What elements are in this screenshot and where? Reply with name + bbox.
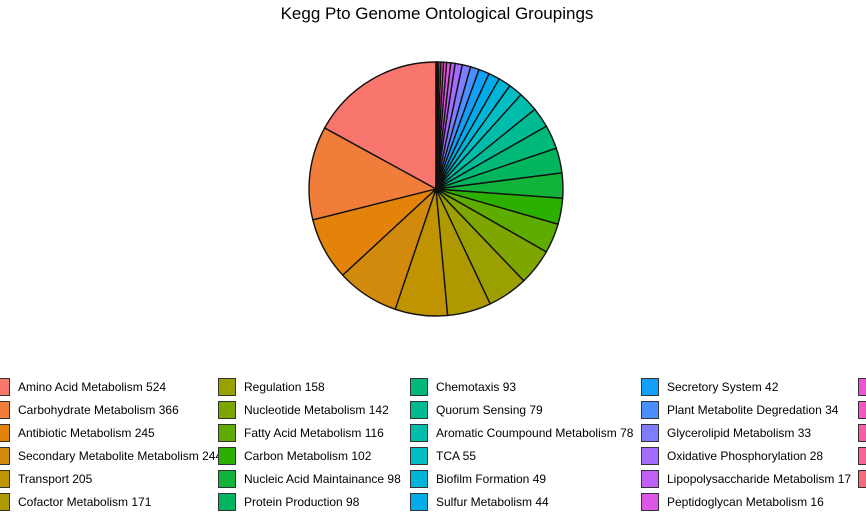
legend-swatch xyxy=(218,493,236,511)
legend-label: Amino Acid Metabolism 524 xyxy=(18,380,167,394)
legend-swatch xyxy=(218,470,236,488)
legend-item: Lipopolysaccharide Metabolism 17 xyxy=(641,468,851,490)
legend-item: Aromatic Coumpound Metabolism 78 xyxy=(410,422,633,444)
legend-item: Amino Acid Metabolism 524 xyxy=(0,376,166,398)
legend-swatch xyxy=(641,447,659,465)
legend-swatch xyxy=(0,401,10,419)
legend-label: Carbon Metabolism 102 xyxy=(244,449,372,463)
legend-label: Plant Metabolite Degredation 34 xyxy=(667,403,839,417)
legend-item: Secondary Metabolite Metabolism 244 xyxy=(0,445,222,467)
legend-item xyxy=(858,422,866,444)
legend-item: Secretory System 42 xyxy=(641,376,778,398)
legend-item: Regulation 158 xyxy=(218,376,325,398)
legend-item: Transport 205 xyxy=(0,468,92,490)
legend-item: Glycerolipid Metabolism 33 xyxy=(641,422,811,444)
legend-label: Lipopolysaccharide Metabolism 17 xyxy=(667,472,852,486)
legend-item xyxy=(858,376,866,398)
legend-swatch xyxy=(0,493,10,511)
legend-item: Carbon Metabolism 102 xyxy=(218,445,371,467)
legend-label: Peptidoglycan Metabolism 16 xyxy=(667,495,824,509)
legend-label: Transport 205 xyxy=(18,472,93,486)
legend-swatch xyxy=(410,378,428,396)
legend-label: Aromatic Coumpound Metabolism 78 xyxy=(436,426,634,440)
legend-item: Oxidative Phosphorylation 28 xyxy=(641,445,823,467)
pie-slice xyxy=(323,61,437,191)
legend-item: Peptidoglycan Metabolism 16 xyxy=(641,491,824,513)
legend-swatch xyxy=(410,470,428,488)
legend-item: Carbohydrate Metabolism 366 xyxy=(0,399,179,421)
legend-label: Cofactor Metabolism 171 xyxy=(18,495,152,509)
legend-label: Quorum Sensing 79 xyxy=(436,403,543,417)
legend-item xyxy=(858,468,866,490)
legend-item: Nucleotide Metabolism 142 xyxy=(218,399,389,421)
legend-label: Biofilm Formation 49 xyxy=(436,472,547,486)
legend-label: Nucleotide Metabolism 142 xyxy=(244,403,389,417)
legend-swatch xyxy=(410,424,428,442)
legend-label: Glycerolipid Metabolism 33 xyxy=(667,426,812,440)
legend-item: Quorum Sensing 79 xyxy=(410,399,543,421)
legend-swatch xyxy=(641,470,659,488)
legend-item: Fatty Acid Metabolism 116 xyxy=(218,422,384,444)
legend-item: TCA 55 xyxy=(410,445,476,467)
legend-swatch xyxy=(0,424,10,442)
legend-swatch xyxy=(641,493,659,511)
legend-item: Nucleic Acid Maintainance 98 xyxy=(218,468,401,490)
legend-item xyxy=(858,445,866,467)
legend-swatch xyxy=(858,470,866,488)
legend-swatch xyxy=(410,401,428,419)
legend-label: Nucleic Acid Maintainance 98 xyxy=(244,472,401,486)
legend-item: Protein Production 98 xyxy=(218,491,359,513)
legend-swatch xyxy=(0,378,10,396)
legend-item: Cofactor Metabolism 171 xyxy=(0,491,151,513)
legend-item: Plant Metabolite Degredation 34 xyxy=(641,399,838,421)
legend-swatch xyxy=(410,493,428,511)
legend-label: Fatty Acid Metabolism 116 xyxy=(244,426,384,440)
legend-swatch xyxy=(641,401,659,419)
legend-swatch xyxy=(641,378,659,396)
legend-label: Antibiotic Metabolism 245 xyxy=(18,426,155,440)
legend-swatch xyxy=(858,424,866,442)
legend-swatch xyxy=(858,378,866,396)
legend-swatch xyxy=(218,424,236,442)
legend-swatch xyxy=(858,447,866,465)
legend-label: Secretory System 42 xyxy=(667,380,779,394)
legend-label: Protein Production 98 xyxy=(244,495,360,509)
legend-swatch xyxy=(0,447,10,465)
legend-swatch xyxy=(858,401,866,419)
chart-title: Kegg Pto Genome Ontological Groupings xyxy=(280,4,594,23)
legend-label: Oxidative Phosphorylation 28 xyxy=(667,449,824,463)
legend-swatch xyxy=(0,470,10,488)
legend-label: Chemotaxis 93 xyxy=(436,380,517,394)
legend-item: Chemotaxis 93 xyxy=(410,376,516,398)
legend-swatch xyxy=(218,378,236,396)
legend-item: Antibiotic Metabolism 245 xyxy=(0,422,155,444)
legend-label: Sulfur Metabolism 44 xyxy=(436,495,549,509)
legend-swatch xyxy=(218,447,236,465)
legend-swatch xyxy=(410,447,428,465)
legend-label: Secondary Metabolite Metabolism 244 xyxy=(18,449,223,463)
legend-label: Carbohydrate Metabolism 366 xyxy=(18,403,179,417)
legend-swatch xyxy=(218,401,236,419)
legend-item: Sulfur Metabolism 44 xyxy=(410,491,549,513)
legend-item: Biofilm Formation 49 xyxy=(410,468,546,490)
legend-item xyxy=(858,399,866,421)
pie-slice xyxy=(435,61,439,190)
legend-label: TCA 55 xyxy=(436,449,477,463)
legend-swatch xyxy=(641,424,659,442)
legend-label: Regulation 158 xyxy=(244,380,325,394)
